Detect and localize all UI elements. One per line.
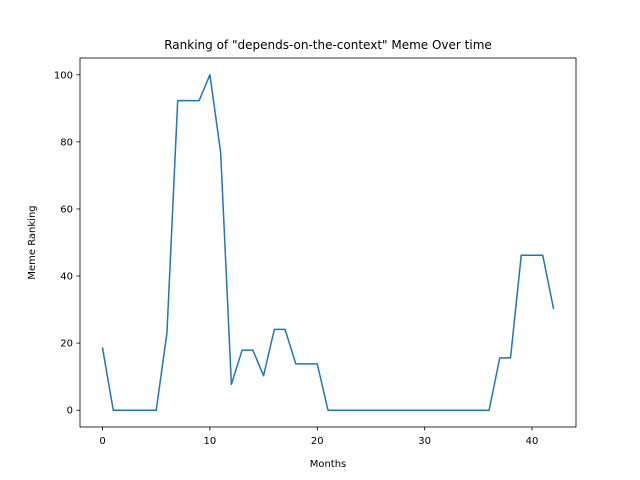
y-tick-label: 40 (60, 272, 73, 283)
x-tick-label: 10 (204, 436, 217, 447)
series-line-0 (101, 74, 555, 411)
x-axis-label: Months (310, 459, 347, 470)
y-tick-label: 20 (60, 339, 73, 350)
x-tick-label: 0 (99, 436, 105, 447)
y-tick-label: 0 (67, 406, 73, 417)
y-axis: 0 20 40 60 80 100 (54, 70, 80, 417)
axes-frame (79, 57, 577, 428)
y-axis-label: Meme Ranking (27, 205, 38, 279)
plot-area (101, 74, 555, 411)
chart-title: Ranking of "depends-on-the-context" Meme… (164, 38, 492, 52)
x-axis: 0 10 20 30 40 (99, 427, 538, 447)
x-tick-label: 20 (311, 436, 324, 447)
y-tick-label: 60 (60, 204, 73, 215)
x-tick-label: 30 (418, 436, 431, 447)
x-tick-label: 40 (526, 436, 539, 447)
y-tick-label: 80 (60, 137, 73, 148)
y-tick-label: 100 (54, 70, 73, 81)
